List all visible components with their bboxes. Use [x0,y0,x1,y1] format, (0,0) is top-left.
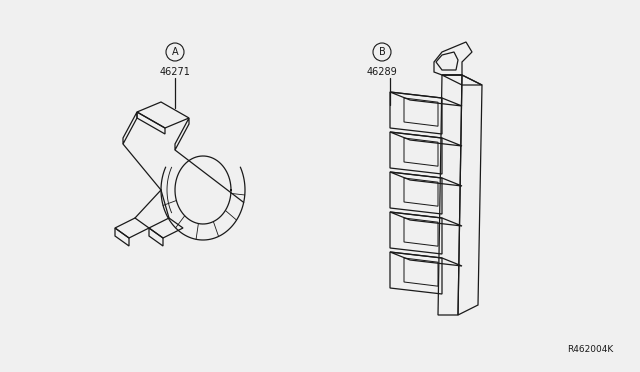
Text: B: B [379,47,385,57]
Text: A: A [172,47,179,57]
Text: 46271: 46271 [159,67,191,77]
Text: 46289: 46289 [367,67,397,77]
Text: R462004K: R462004K [567,346,613,355]
